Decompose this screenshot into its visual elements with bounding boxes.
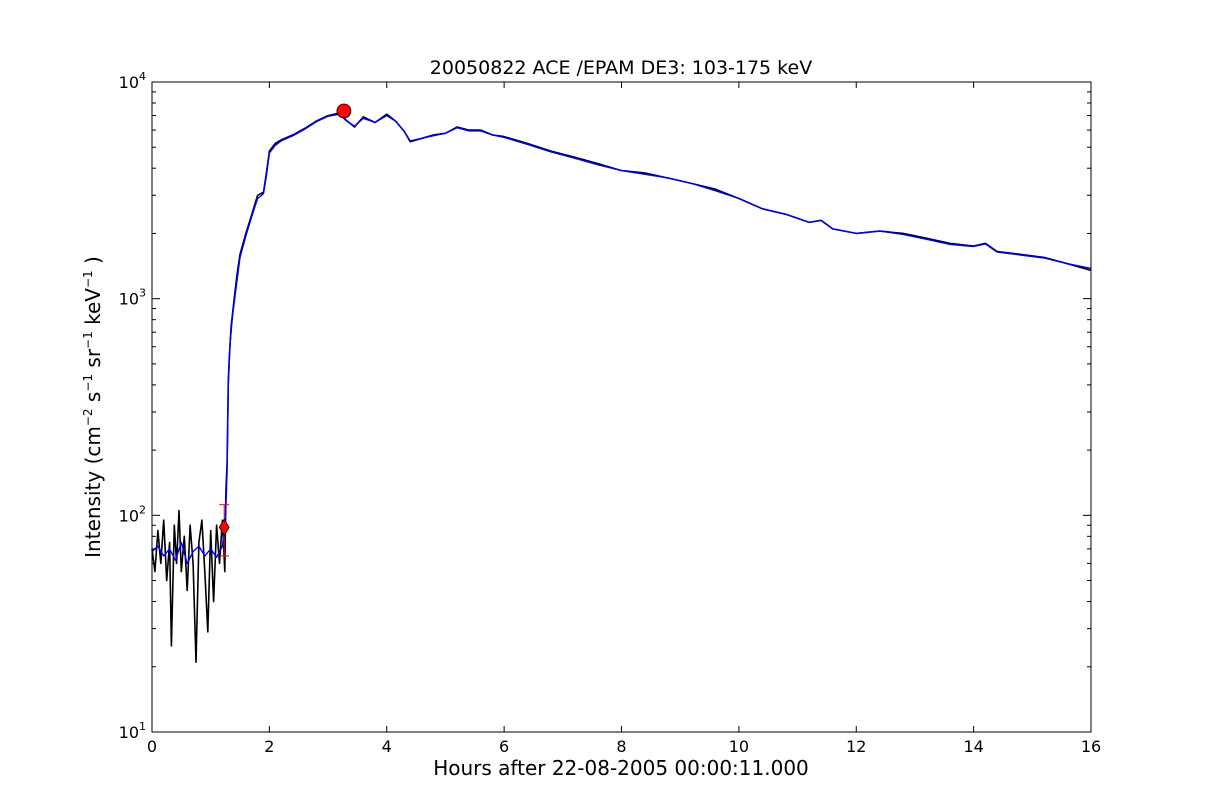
onset-diamond-marker: [218, 518, 230, 537]
x-tick-label: 4: [382, 737, 392, 756]
y-label-part-1: −2: [81, 408, 95, 426]
axis-ticks: 0 2 4 6 8 10 12 14 16 101 102 103 104: [119, 70, 1102, 756]
y-tick-label: 102: [119, 503, 146, 525]
series-raw-line: [151, 112, 1092, 663]
y-label-part-8: ): [81, 256, 105, 270]
x-tick-label: 2: [264, 737, 274, 756]
x-tick-label: 8: [616, 737, 626, 756]
y-label-part-7: −1: [81, 270, 95, 288]
x-tick-label: 16: [1081, 737, 1101, 756]
plot-frame: [151, 81, 1092, 733]
plot-area: [151, 103, 1092, 663]
y-label-part-2: s: [81, 392, 105, 409]
x-tick-label: 12: [846, 737, 866, 756]
y-label-part-4: sr: [81, 348, 105, 374]
y-axis-label: Intensity (cm−2 s−1 sr−1 keV−1 ): [81, 256, 105, 558]
y-tick-label: 103: [119, 287, 146, 309]
y-label-part-3: −1: [81, 374, 95, 392]
x-tick-label: 0: [147, 737, 157, 756]
series-smoothed-line: [151, 113, 1092, 565]
peak-circle-marker: [336, 103, 352, 119]
y-tick-label: 104: [119, 70, 146, 92]
y-label-part-5: −1: [81, 331, 95, 349]
x-axis-label: Hours after 22-08-2005 00:00:11.000: [433, 756, 809, 780]
x-tick-label: 6: [499, 737, 509, 756]
chart-title: 20050822 ACE /EPAM DE3: 103-175 keV: [430, 57, 812, 79]
y-label-part-0: Intensity (cm: [81, 426, 105, 558]
y-tick-label: 101: [119, 720, 146, 742]
x-tick-label: 14: [963, 737, 983, 756]
x-tick-label: 10: [729, 737, 749, 756]
y-label-part-6: keV: [81, 288, 105, 332]
